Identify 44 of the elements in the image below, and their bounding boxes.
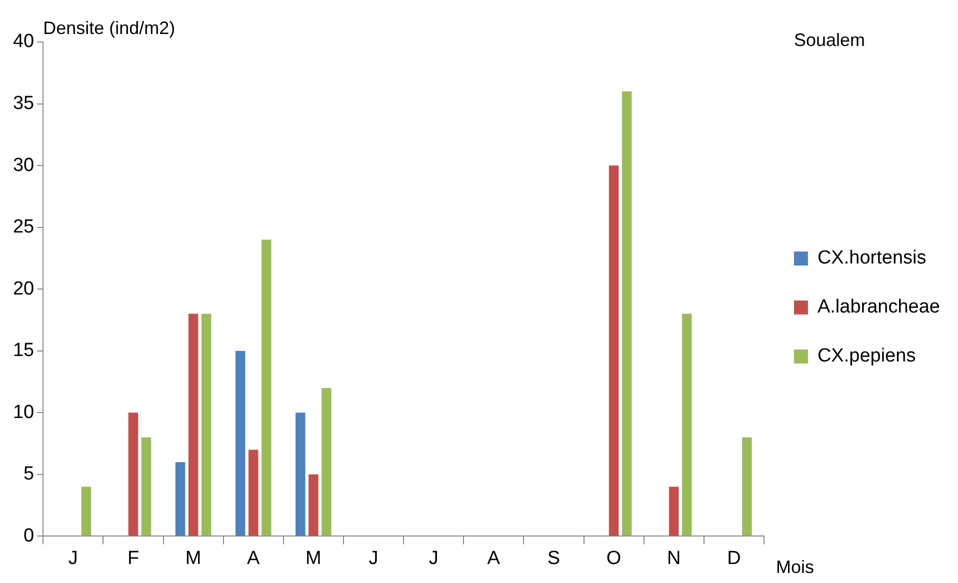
y-tick-label: 10 <box>12 402 34 423</box>
bar <box>188 314 198 536</box>
x-axis-title: Mois <box>776 557 814 578</box>
bar <box>682 314 692 536</box>
x-tick-label: J <box>68 548 78 569</box>
bar <box>742 437 752 536</box>
x-tick-label: J <box>368 548 378 569</box>
bar <box>201 314 212 536</box>
bar <box>608 166 619 536</box>
y-tick-label: 25 <box>12 216 34 238</box>
y-tick-label: 35 <box>12 93 34 114</box>
bar <box>175 462 186 536</box>
x-tick-label: N <box>666 548 681 569</box>
y-axis-title: Densite (ind/m2) <box>43 18 176 38</box>
bar <box>322 388 332 536</box>
x-tick-label: D <box>727 548 741 569</box>
x-tick-label: F <box>127 548 140 569</box>
x-tick-label: J <box>428 548 438 569</box>
y-tick-label: 15 <box>12 340 34 362</box>
y-tick-label: 5 <box>24 464 34 485</box>
legend-label: A.labrancheae <box>817 296 940 318</box>
y-tick-label: 20 <box>12 278 34 300</box>
x-tick-label: M <box>306 548 322 569</box>
x-tick-label: A <box>487 548 500 569</box>
x-tick-label: S <box>547 548 560 569</box>
bar <box>81 486 92 536</box>
legend-label: CX.pepiens <box>817 346 916 367</box>
legend-label: CX.hortensis <box>817 248 926 269</box>
bar <box>308 474 318 536</box>
bar <box>668 486 679 536</box>
x-tick-label: A <box>247 548 260 569</box>
y-tick-label: 40 <box>12 31 34 52</box>
bar <box>262 240 272 536</box>
bar <box>128 412 138 536</box>
bar <box>248 450 258 536</box>
bar <box>296 412 306 536</box>
bar <box>235 350 246 536</box>
x-tick-label: O <box>606 548 622 569</box>
x-tick-label: M <box>185 548 202 569</box>
bar <box>141 437 152 536</box>
y-tick-label: 30 <box>12 154 34 176</box>
bar <box>622 91 632 536</box>
text: Soualem <box>794 30 866 50</box>
y-tick-label: 0 <box>24 525 34 546</box>
